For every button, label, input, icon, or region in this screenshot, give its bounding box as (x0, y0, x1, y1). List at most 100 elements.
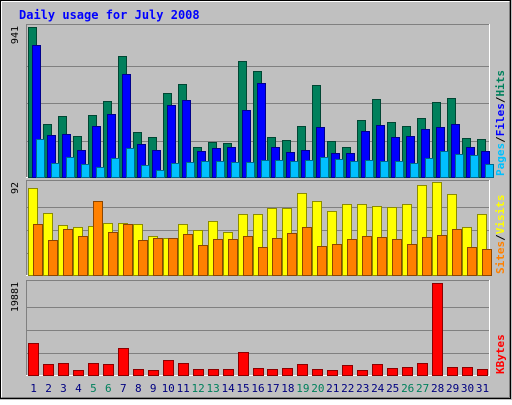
legend-separator: / (494, 234, 507, 241)
kbytes-bar (267, 369, 278, 376)
sites-bar (213, 239, 223, 276)
x-tick-label: 28 (431, 382, 444, 395)
x-tick-label: 5 (90, 382, 97, 395)
pages-bar (380, 161, 389, 178)
x-tick-label: 17 (266, 382, 279, 395)
x-tick-label: 16 (251, 382, 264, 395)
sites-bar (138, 240, 148, 276)
sites-bar (377, 237, 387, 276)
pages-bar (186, 162, 195, 178)
kbytes-bar (223, 369, 234, 376)
kbytes-bar (163, 360, 174, 376)
legend-item-visits: Visits (494, 195, 507, 235)
pages-bar (470, 155, 479, 178)
pages-bar (485, 164, 494, 178)
sites-bar (332, 244, 342, 276)
sites-bar (302, 227, 312, 276)
x-tick-label: 29 (446, 382, 459, 395)
kbytes-bar (312, 369, 323, 376)
legend-separator: / (494, 136, 507, 143)
kbytes-bar (297, 364, 308, 376)
y-max-label-2: 92 (10, 182, 21, 194)
pages-bar (246, 162, 255, 178)
kbytes-bar (372, 364, 383, 376)
kbytes-bar (178, 363, 189, 376)
kbytes-bar (133, 369, 144, 376)
sites-bar (452, 229, 462, 276)
kbytes-bar (327, 370, 338, 376)
pages-bar (171, 163, 180, 178)
legend-item-hits: Hits (494, 70, 507, 97)
sites-bar (467, 247, 477, 276)
x-tick-label: 19 (296, 382, 309, 395)
y-max-label-3: 19881 (10, 282, 21, 312)
sites-bar (347, 239, 357, 276)
x-tick-label: 2 (45, 382, 52, 395)
kbytes-bar (357, 370, 368, 376)
sites-bar (392, 239, 402, 276)
y-max-label-1: 941 (10, 26, 21, 44)
x-tick-label: 24 (371, 382, 385, 395)
pages-bar (36, 139, 45, 178)
pages-bar (350, 161, 359, 178)
pages-bar (96, 167, 105, 178)
kbytes-bar (58, 363, 69, 376)
x-tick-label: 14 (221, 382, 235, 395)
sites-bar (168, 238, 178, 276)
sites-bar (108, 232, 118, 276)
sites-bar (422, 237, 432, 276)
pages-bar (335, 159, 344, 178)
legend-item-files: Files (494, 103, 507, 136)
x-tick-label: 3 (60, 382, 67, 395)
kbytes-bar (118, 348, 129, 376)
pages-bar (455, 154, 464, 178)
x-tick-label: 10 (162, 382, 175, 395)
kbytes-bar (447, 367, 458, 376)
x-tick-label: 25 (386, 382, 399, 395)
sites-bar (123, 224, 133, 276)
x-tick-label: 12 (191, 382, 204, 395)
x-tick-label: 6 (105, 382, 112, 395)
kbytes-bar (417, 363, 428, 376)
kbytes-bar (253, 368, 264, 376)
x-tick-label: 27 (416, 382, 429, 395)
pages-bar (216, 161, 225, 178)
legend-item-sites: Sites (494, 241, 507, 274)
pages-bar (126, 148, 135, 178)
pages-bar (141, 165, 150, 178)
pages-bar (290, 161, 299, 178)
pages-bar (66, 157, 75, 178)
sites-bar (437, 235, 447, 276)
legend-2: Sites/Visits (494, 195, 507, 275)
sites-bar (93, 201, 103, 276)
pages-bar (231, 162, 240, 178)
x-tick-label: 7 (120, 382, 127, 395)
x-tick-label: 31 (476, 382, 489, 395)
sites-bar (272, 238, 282, 276)
x-tick-label: 23 (356, 382, 369, 395)
sites-bar (63, 229, 73, 276)
x-tick-label: 22 (341, 382, 354, 395)
sites-bar (48, 240, 58, 276)
kbytes-bar (148, 370, 159, 376)
pages-bar (201, 161, 210, 178)
plot-area-3 (26, 280, 490, 376)
x-tick-label: 26 (401, 382, 414, 395)
sites-bar (258, 247, 268, 276)
pages-bar (440, 151, 449, 178)
x-tick-label: 8 (135, 382, 142, 395)
x-tick-label: 30 (461, 382, 474, 395)
legend-1: Pages/Files/Hits (494, 70, 507, 176)
legend-item-pages: Pages (494, 143, 507, 176)
sites-bar (482, 249, 492, 276)
sites-bar (228, 239, 238, 276)
x-tick-label: 18 (281, 382, 294, 395)
sites-bar (407, 244, 417, 276)
legend-item-kbytes: KBytes (494, 334, 507, 374)
kbytes-bar (462, 367, 473, 376)
pages-bar (111, 158, 120, 178)
sites-bar (33, 224, 43, 276)
sites-bar (153, 238, 163, 276)
